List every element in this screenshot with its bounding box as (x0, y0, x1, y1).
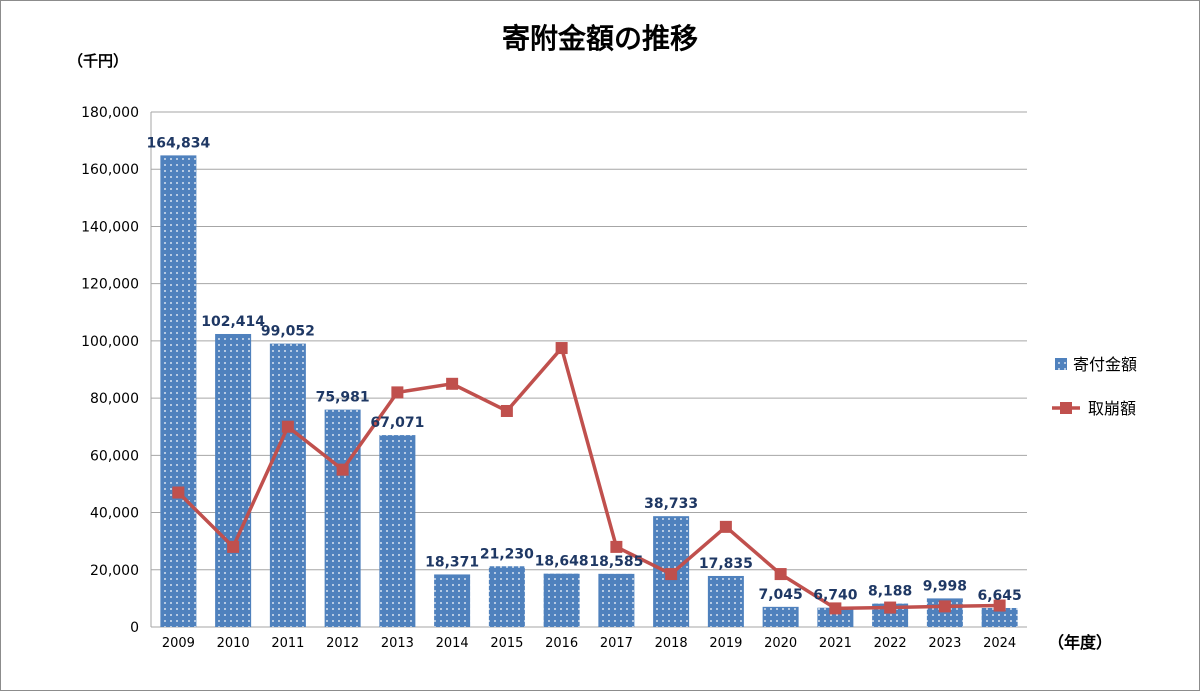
bar-data-label: 99,052 (261, 324, 315, 340)
legend-label-bar: 寄付金額 (1073, 355, 1137, 374)
bar-data-label: 75,981 (316, 390, 370, 406)
line-marker-2017 (610, 540, 623, 553)
y-tick-label: 0 (130, 620, 139, 636)
bar-2012 (324, 409, 361, 627)
y-tick-label: 140,000 (81, 219, 139, 235)
x-tick-label: 2021 (819, 636, 852, 651)
line-series-取崩額 (177, 344, 1000, 611)
x-tick-label: 2013 (381, 636, 414, 651)
bar-data-label: 7,045 (758, 587, 802, 603)
bar-data-label: 164,834 (146, 135, 210, 151)
line-marker-2024 (993, 599, 1006, 612)
bar-2017 (598, 573, 635, 627)
bar-2015 (488, 566, 525, 627)
bar-data-label: 8,188 (868, 584, 912, 600)
bar-data-label: 38,733 (644, 496, 698, 512)
x-tick-label: 2012 (326, 636, 359, 651)
line-marker-2023 (938, 600, 951, 613)
y-tick-label: 160,000 (81, 162, 139, 178)
bar-data-label: 18,371 (425, 554, 479, 570)
bar-2016 (543, 573, 580, 627)
line-marker-2009 (172, 486, 185, 499)
x-axis-label: （年度） (1048, 633, 1112, 652)
y-tick-label: 20,000 (90, 563, 139, 579)
x-tick-label: 2020 (764, 636, 797, 651)
bar-2019 (707, 575, 744, 627)
bar-2014 (434, 574, 471, 627)
x-tick-label: 2017 (600, 636, 633, 651)
legend-marker-line (1060, 402, 1072, 414)
line-marker-2020 (774, 568, 787, 581)
y-tick-label: 100,000 (81, 334, 139, 350)
legend-label-line: 取崩額 (1088, 399, 1136, 418)
bar-data-label: 18,585 (589, 554, 643, 570)
y-tick-label: 120,000 (81, 277, 139, 293)
line-marker-2011 (281, 420, 294, 433)
line-marker-2016 (555, 342, 568, 355)
bar-data-label: 67,071 (370, 415, 424, 431)
bar-data-label: 6,645 (977, 588, 1021, 604)
bar-2021 (817, 607, 854, 627)
bar-data-label: 21,230 (480, 546, 534, 562)
x-tick-label: 2015 (490, 636, 523, 651)
line-marker-2013 (391, 386, 404, 399)
bar-2011 (269, 343, 306, 627)
bar-data-label: 102,414 (201, 314, 265, 330)
bar-2020 (762, 606, 799, 627)
legend-swatch-bar (1055, 358, 1067, 370)
x-tick-label: 2010 (217, 636, 250, 651)
bar-2024 (981, 607, 1018, 627)
line-marker-2012 (336, 463, 349, 476)
y-axis-label: （千円） (68, 52, 128, 70)
x-tick-label: 2024 (983, 636, 1016, 651)
bar-2010 (215, 333, 252, 627)
line-marker-2014 (446, 377, 459, 390)
x-tick-label: 2016 (545, 636, 578, 651)
y-tick-label: 180,000 (81, 105, 139, 121)
line-marker-2015 (500, 404, 513, 417)
x-tick-label: 2011 (271, 636, 304, 651)
x-tick-label: 2018 (655, 636, 688, 651)
line-marker-2021 (829, 602, 842, 615)
bar-data-label: 6,740 (813, 588, 858, 604)
bar-2013 (379, 435, 416, 627)
line-marker-2018 (665, 568, 678, 581)
line-marker-2019 (719, 520, 732, 533)
line-marker-2010 (227, 540, 240, 553)
y-tick-label: 60,000 (90, 448, 139, 464)
x-tick-label: 2014 (436, 636, 469, 651)
x-tick-label: 2023 (928, 636, 961, 651)
chart-title: 寄附金額の推移 (502, 22, 698, 55)
x-tick-label: 2009 (162, 636, 195, 651)
bar-data-label: 9,998 (923, 578, 967, 594)
x-tick-label: 2022 (874, 636, 907, 651)
x-tick-label: 2019 (709, 636, 742, 651)
bar-2009 (160, 155, 197, 628)
y-tick-label: 40,000 (90, 506, 139, 522)
bar-data-label: 18,648 (535, 554, 589, 570)
line-marker-2022 (884, 601, 897, 614)
y-tick-label: 80,000 (90, 391, 139, 407)
bar-data-label: 17,835 (699, 556, 753, 572)
